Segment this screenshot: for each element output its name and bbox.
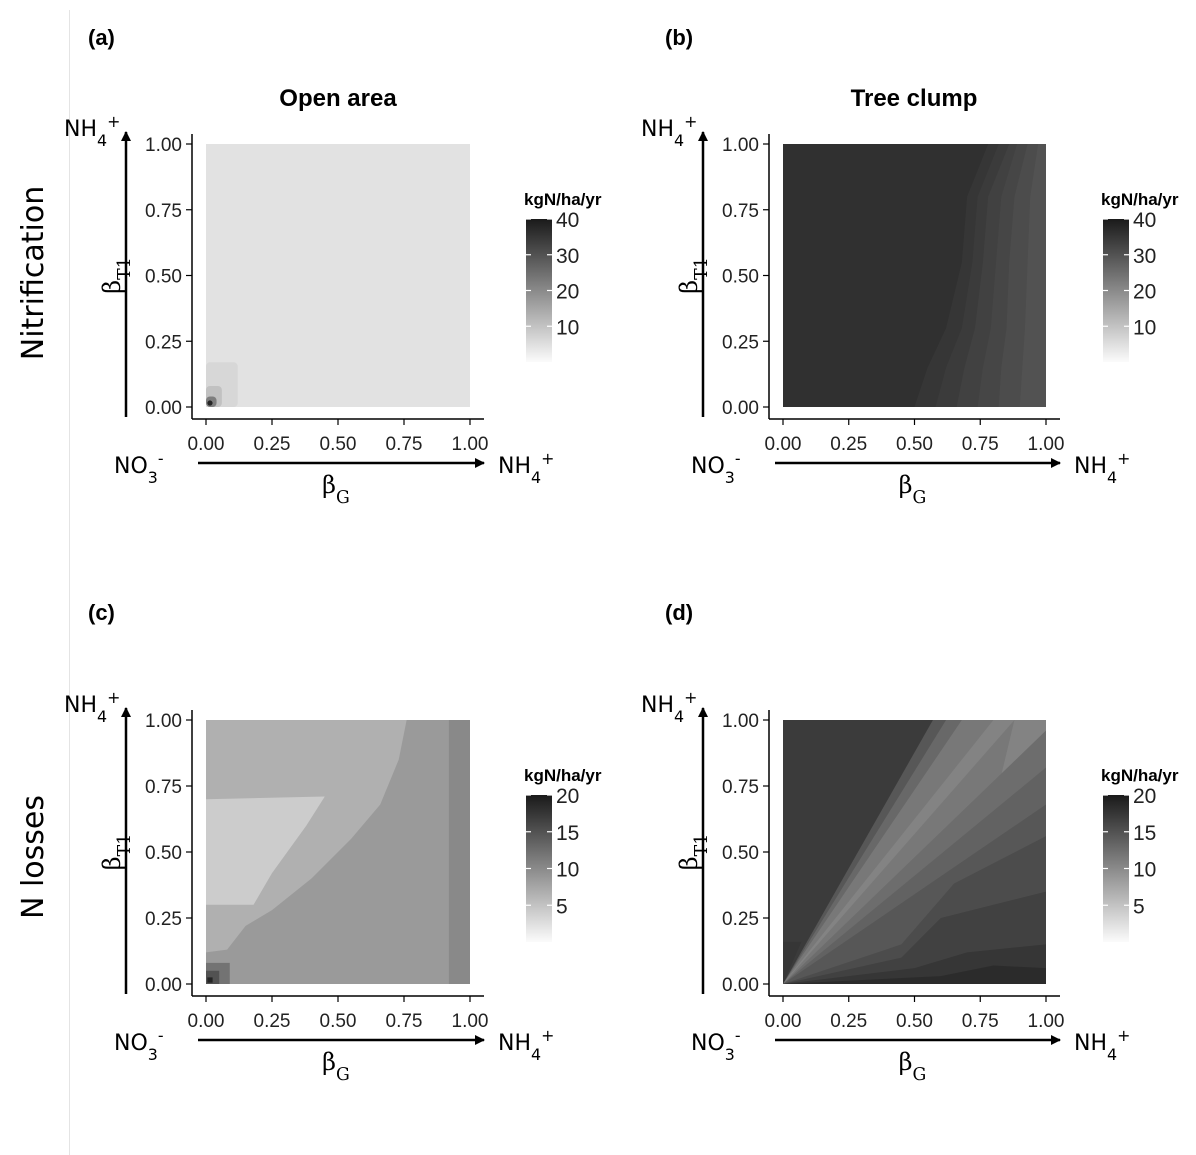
panel-a-y-tick-label-1: 0.25: [145, 332, 182, 353]
panel-c-label: (c): [88, 600, 115, 625]
panel-b-y-tick-label-1: 0.25: [722, 332, 759, 353]
panel-c-x-tick-label-3: 0.75: [386, 1011, 423, 1032]
panel-d-x-end-label: NH4+: [1074, 1026, 1130, 1064]
panel-b-x-start-label: NO3-: [691, 449, 741, 487]
panel-c-y-end-label: NH4+: [64, 688, 120, 726]
panel-d-x-tick-label-0: 0.00: [765, 1011, 802, 1032]
panel-b-y-tick-label-4: 1.00: [722, 135, 759, 156]
panel-d-contour-4: [783, 720, 1015, 984]
panel-d-x-tick-label-4: 1.00: [1028, 1011, 1065, 1032]
panel-a-x-tick-label-2: 0.50: [320, 434, 357, 455]
panel-c-x-tick-label-0: 0.00: [188, 1011, 225, 1032]
panel-c-y-tick-label-4: 1.00: [145, 711, 182, 732]
panel-c-contour-2: [448, 720, 470, 984]
panel-d-contour-11: [783, 965, 1046, 984]
panel-c-x-start-label: NO3-: [114, 1026, 164, 1064]
panel-c-contour-5: [207, 977, 213, 983]
panel-b-x-tick-label-1: 0.25: [830, 434, 867, 455]
panel-b-y-label: βT1: [675, 257, 712, 293]
panel-c-x-tick-label-4: 1.00: [452, 1011, 489, 1032]
panel-a-x-tick-label-3: 0.75: [386, 434, 423, 455]
panel-a-legend-title: kgN/ha/yr: [524, 190, 602, 209]
panel-a-legend-label-1: 20: [556, 281, 579, 304]
panel-c-legend-label-1: 10: [556, 859, 579, 882]
panel-b-legend-label-1: 20: [1133, 281, 1156, 304]
panel-b-x-tick-label-4: 1.00: [1028, 434, 1065, 455]
panel-d-x-start-label: NO3-: [691, 1026, 741, 1064]
panel-c-x-label: βG: [322, 1048, 350, 1085]
panel-d-y-label: βT1: [675, 834, 712, 870]
panel-a-x-label: βG: [322, 471, 350, 508]
panel-a-legend-label-3: 40: [556, 209, 579, 232]
panel-c-legend-label-3: 20: [556, 785, 579, 808]
panel-d-legend-label-1: 10: [1133, 859, 1156, 882]
panel-d-x-tick-label-1: 0.25: [830, 1011, 867, 1032]
panel-d-legend-label-2: 15: [1133, 822, 1156, 845]
page-left-divider: [69, 10, 70, 1155]
panel-d-legend-label-3: 20: [1133, 785, 1156, 808]
panel-c-y-tick-label-3: 0.75: [145, 777, 182, 798]
panel-c-y-tick-label-2: 0.50: [145, 843, 182, 864]
panel-a-x-end-label: NH4+: [498, 449, 554, 487]
panel-d-contour-12: [783, 941, 802, 984]
panel-c-y-tick-label-0: 0.00: [145, 975, 182, 996]
panel-b-y-tick-label-0: 0.00: [722, 398, 759, 419]
panel-b-band-5: [1019, 144, 1046, 407]
panel-c-legend-label-0: 5: [556, 895, 568, 918]
panel-b-y-tick-label-3: 0.75: [722, 201, 759, 222]
panel-a-y-tick-label-3: 0.75: [145, 201, 182, 222]
panel-a-y-tick-label-4: 1.00: [145, 135, 182, 156]
panel-b-legend-label-2: 30: [1133, 245, 1156, 268]
panel-b-y-end-label: NH4+: [641, 112, 697, 150]
panel-a-region-3: [207, 400, 213, 406]
panel-d-y-tick-label-4: 1.00: [722, 711, 759, 732]
panel-d-y-tick-label-2: 0.50: [722, 843, 759, 864]
panel-d-label: (d): [665, 600, 693, 625]
panel-d-y-end-label: NH4+: [641, 688, 697, 726]
panel-d-y-tick-label-0: 0.00: [722, 975, 759, 996]
panel-b-legend-label-0: 10: [1133, 316, 1156, 339]
panel-a-y-tick-label-0: 0.00: [145, 398, 182, 419]
panel-c-legend-title: kgN/ha/yr: [524, 766, 602, 785]
panel-b-x-tick-label-3: 0.75: [962, 434, 999, 455]
panel-d-y-tick-label-1: 0.25: [722, 909, 759, 930]
panel-a-x-tick-label-0: 0.00: [188, 434, 225, 455]
panel-a-x-start-label: NO3-: [114, 449, 164, 487]
panel-a-x-tick-label-4: 1.00: [452, 434, 489, 455]
panel-c-y-label: βT1: [98, 834, 135, 870]
panel-b-x-tick-label-0: 0.00: [765, 434, 802, 455]
panel-b-legend-label-3: 40: [1133, 209, 1156, 232]
panel-a-y-tick-label-2: 0.50: [145, 267, 182, 288]
panel-d-y-tick-label-3: 0.75: [722, 777, 759, 798]
panel-b-y-tick-label-2: 0.50: [722, 267, 759, 288]
panel-a-y-end-label: NH4+: [64, 112, 120, 150]
panel-a-legend-label-2: 30: [556, 245, 579, 268]
panel-b-x-label: βG: [899, 471, 927, 508]
panel-c-y-tick-label-1: 0.25: [145, 909, 182, 930]
panel-c-x-end-label: NH4+: [498, 1026, 554, 1064]
panel-a-title: Open area: [279, 85, 397, 112]
panel-b-x-tick-label-2: 0.50: [896, 434, 933, 455]
panel-c-contour-1: [206, 796, 325, 905]
panel-a-legend-label-0: 10: [556, 316, 579, 339]
panel-a-x-tick-label-1: 0.25: [254, 434, 291, 455]
panel-b-x-end-label: NH4+: [1074, 449, 1130, 487]
panel-b-label: (b): [665, 25, 693, 50]
panel-d-legend-title: kgN/ha/yr: [1101, 766, 1179, 785]
panel-d-x-tick-label-2: 0.50: [896, 1011, 933, 1032]
panel-c-legend-label-2: 15: [556, 822, 579, 845]
panel-d-legend-label-0: 5: [1133, 895, 1145, 918]
panel-a-background: [206, 144, 470, 407]
panel-a-label: (a): [88, 25, 115, 50]
panel-a-y-label: βT1: [98, 257, 135, 293]
panel-d-x-tick-label-3: 0.75: [962, 1011, 999, 1032]
panel-b-title: Tree clump: [851, 85, 978, 112]
panel-c-x-tick-label-1: 0.25: [254, 1011, 291, 1032]
panel-b-legend-title: kgN/ha/yr: [1101, 190, 1179, 209]
panel-c-x-tick-label-2: 0.50: [320, 1011, 357, 1032]
panel-d-x-label: βG: [899, 1048, 927, 1085]
